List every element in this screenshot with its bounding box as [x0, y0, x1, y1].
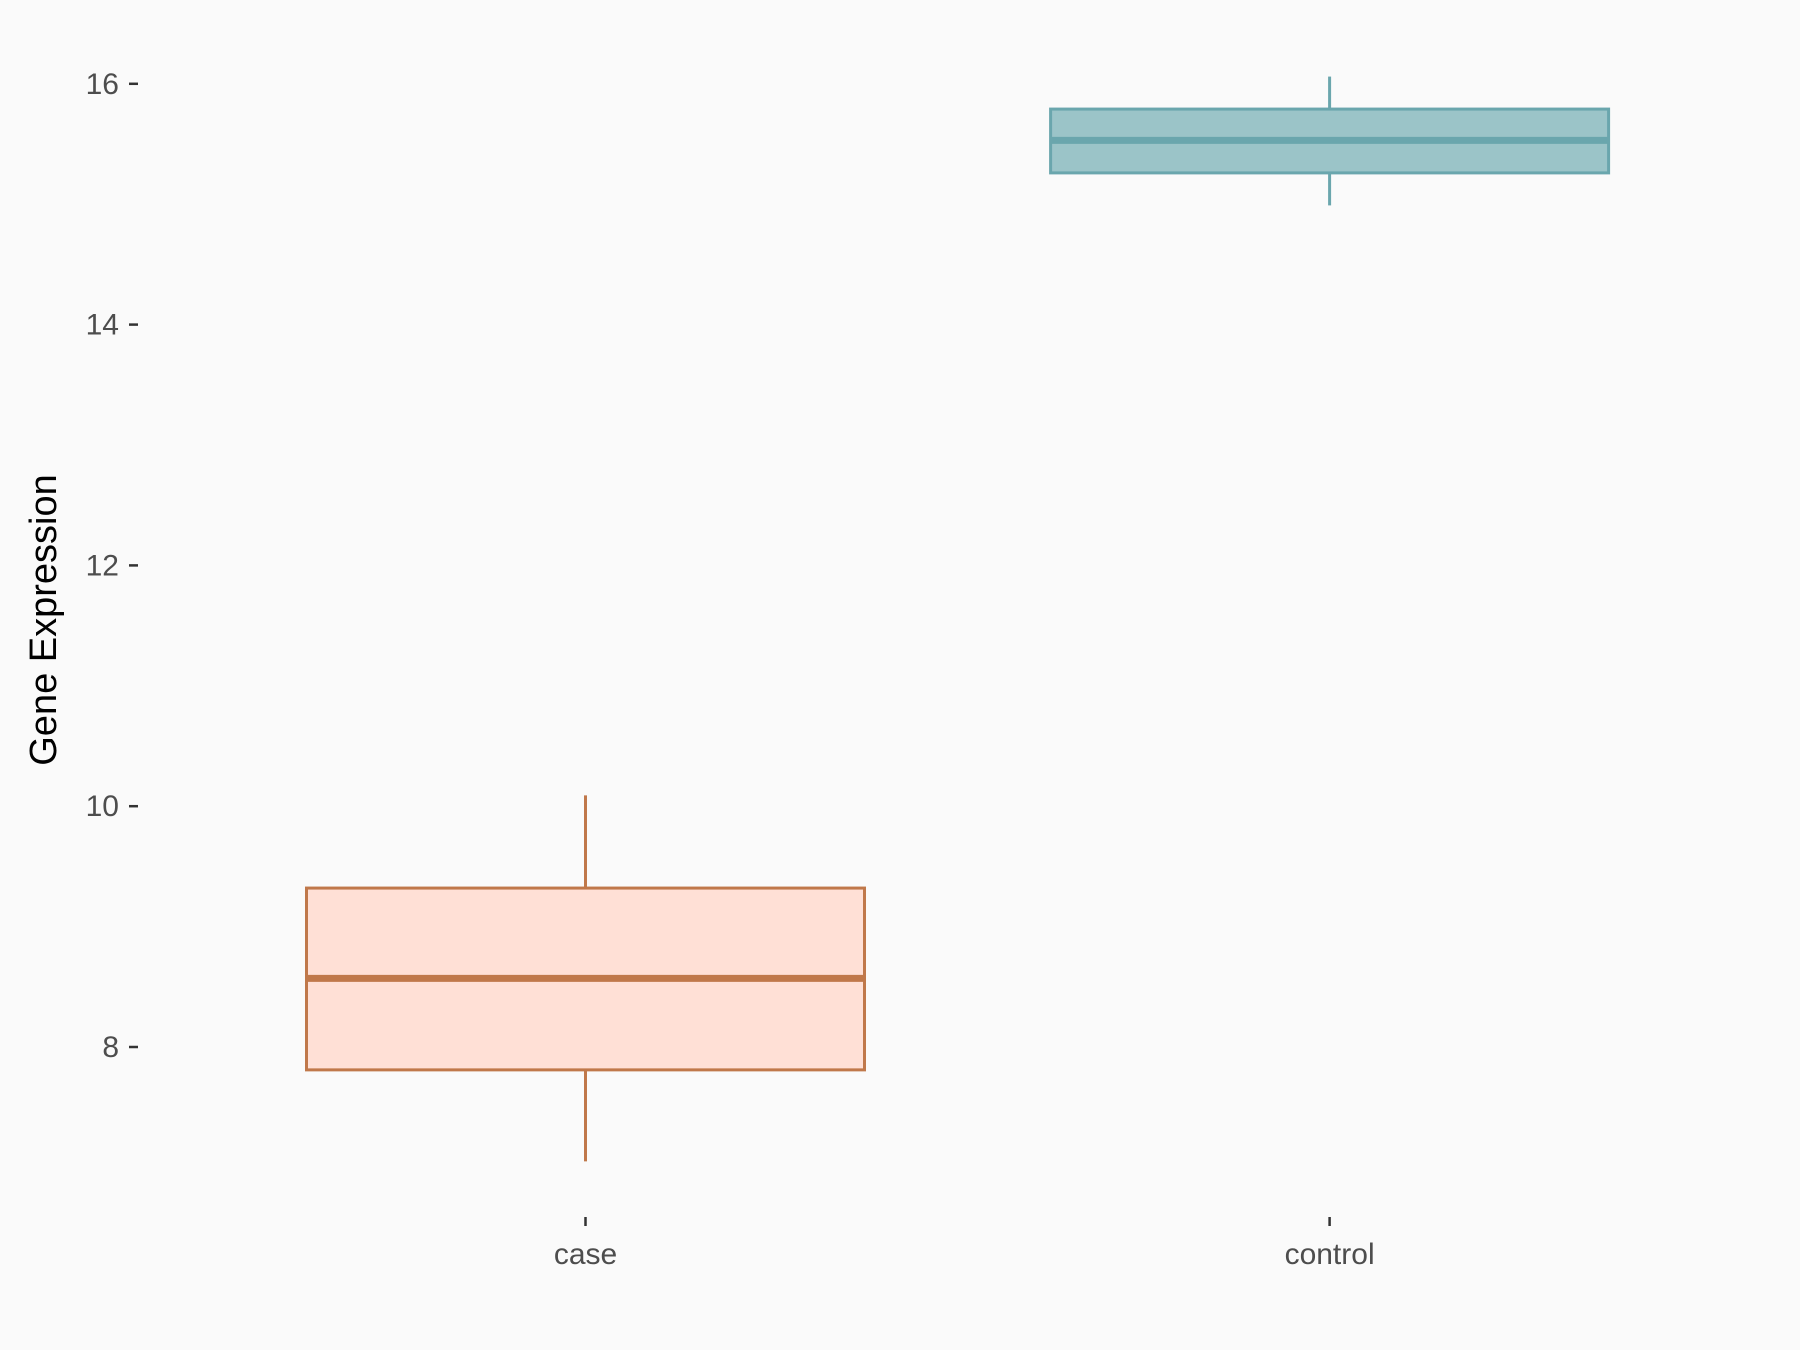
- boxes: [305, 76, 1611, 1162]
- y-tick-label: 14: [86, 309, 119, 342]
- box-case: [305, 795, 866, 1162]
- box-control: [1049, 76, 1611, 206]
- y-tick-label: 8: [102, 1031, 119, 1064]
- x-tick-label: control: [1285, 1238, 1375, 1271]
- y-tick-label: 12: [86, 549, 119, 582]
- x-axis: case control: [554, 1217, 1375, 1271]
- y-tick-label: 10: [86, 790, 119, 823]
- y-axis: 8 10 12 14 16: [86, 68, 138, 1064]
- x-tick-label: case: [554, 1238, 617, 1271]
- y-axis-title: Gene Expression: [23, 474, 65, 766]
- y-tick-label: 16: [86, 68, 119, 101]
